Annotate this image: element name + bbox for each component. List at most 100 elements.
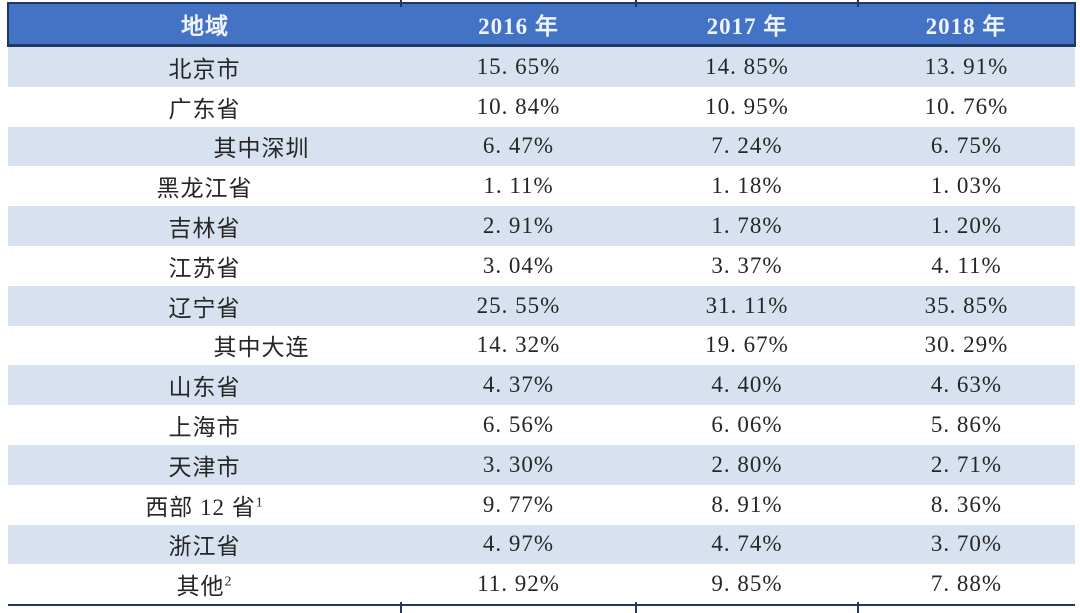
value-cell: 6. 47% xyxy=(482,133,555,159)
value-cell: 11. 92% xyxy=(401,564,636,607)
region-cell: 辽宁省 xyxy=(8,286,401,326)
value-cell: 1. 11% xyxy=(483,173,554,199)
column-header-2018: 2018 年 xyxy=(858,2,1076,47)
value-cell: 10. 76% xyxy=(924,93,1009,119)
region-cell: 黑龙江省 xyxy=(8,166,401,206)
footnote-marker: 1 xyxy=(255,495,264,510)
column-header-2016: 2016 年 xyxy=(401,2,636,47)
value-cell: 1. 03% xyxy=(930,173,1003,199)
value-cell: 10. 95% xyxy=(705,93,789,119)
table-row: 黑龙江省 1. 11% 1. 18% 1. 03% xyxy=(8,166,1075,207)
value-cell: 7. 88% xyxy=(858,564,1075,607)
region-cell: 江苏省 xyxy=(8,246,401,286)
region-cell: 吉林省 xyxy=(8,206,401,246)
value-cell: 35. 85% xyxy=(924,292,1009,318)
region-cell: 西部 12 省1 xyxy=(8,485,401,525)
value-cell: 31. 11% xyxy=(705,292,789,318)
value-cell: 9. 77% xyxy=(482,491,555,517)
value-cell: 4. 37% xyxy=(482,372,555,398)
value-cell: 3. 70% xyxy=(930,531,1003,557)
value-cell: 8. 91% xyxy=(711,491,783,517)
value-cell: 13. 91% xyxy=(924,53,1009,79)
value-cell: 3. 30% xyxy=(482,451,555,477)
region-label: 辽宁省 xyxy=(168,295,241,321)
table-row: 其中深圳 6. 47% 7. 24% 6. 75% xyxy=(8,126,1075,167)
region-label: 江苏省 xyxy=(168,255,241,281)
value-cell: 25. 55% xyxy=(476,292,561,318)
table-row: 其他2 11. 92% 9. 85% 7. 88% xyxy=(8,564,1075,607)
region-cell: 北京市 xyxy=(8,46,401,87)
region-percentage-table: 地域 2016 年 2017 年 2018 年 北京市 15. 65% 14. … xyxy=(7,0,1076,613)
value-cell: 4. 74% xyxy=(711,531,783,557)
column-header-2017: 2017 年 xyxy=(636,2,858,47)
region-cell: 浙江省 xyxy=(8,525,401,565)
gridline-tick xyxy=(635,602,637,613)
region-label: 其中大连 xyxy=(213,335,310,361)
value-cell: 4. 11% xyxy=(931,252,1002,278)
value-cell: 14. 32% xyxy=(476,332,561,358)
value-cell: 4. 40% xyxy=(711,372,783,398)
value-cell: 1. 78% xyxy=(711,213,783,239)
region-cell: 山东省 xyxy=(8,365,401,405)
region-label: 山东省 xyxy=(168,375,241,401)
region-label: 其中深圳 xyxy=(213,136,310,162)
value-cell: 2. 80% xyxy=(711,451,783,477)
table-row: 辽宁省 25. 55% 31. 11% 35. 85% xyxy=(8,285,1075,326)
value-cell: 4. 97% xyxy=(482,531,555,557)
region-cell: 上海市 xyxy=(8,405,401,445)
value-cell: 1. 18% xyxy=(711,173,783,199)
table-row: 吉林省 2. 91% 1. 78% 1. 20% xyxy=(8,206,1075,246)
region-label: 上海市 xyxy=(168,415,241,441)
table-row: 江苏省 3. 04% 3. 37% 4. 11% xyxy=(8,245,1075,286)
region-cell: 天津市 xyxy=(8,445,401,485)
gridline-tick xyxy=(857,602,859,613)
gridline-tick xyxy=(635,0,637,7)
table-row: 天津市 3. 30% 2. 80% 2. 71% xyxy=(8,444,1075,485)
footnote-marker: 2 xyxy=(224,574,233,590)
value-cell: 5. 86% xyxy=(930,412,1003,438)
region-label: 广东省 xyxy=(168,96,241,122)
region-label: 吉林省 xyxy=(168,216,241,242)
data-table: 地域 2016 年 2017 年 2018 年 北京市 15. 65% 14. … xyxy=(7,2,1076,607)
value-cell: 9. 85% xyxy=(636,564,858,607)
value-cell: 14. 85% xyxy=(705,53,789,79)
header-row: 地域 2016 年 2017 年 2018 年 xyxy=(7,2,1076,47)
region-label: 北京市 xyxy=(168,56,241,82)
value-cell: 6. 06% xyxy=(711,412,783,438)
value-cell: 19. 67% xyxy=(705,332,789,358)
table-row: 其中大连 14. 32% 19. 67% 30. 29% xyxy=(8,325,1075,366)
value-cell: 6. 75% xyxy=(930,133,1003,159)
table-row: 浙江省 4. 97% 4. 74% 3. 70% xyxy=(8,524,1075,565)
region-cell-sub: 其中大连 xyxy=(8,326,401,366)
region-label: 西部 12 省 xyxy=(145,494,256,520)
region-label: 黑龙江省 xyxy=(156,176,253,202)
value-cell: 2. 71% xyxy=(930,451,1003,477)
value-cell: 7. 24% xyxy=(711,133,783,159)
table-row: 山东省 4. 37% 4. 40% 4. 63% xyxy=(8,365,1075,406)
gridline-tick xyxy=(857,0,859,7)
table-body: 北京市 15. 65% 14. 85% 13. 91% 广东省 10. 84% … xyxy=(8,45,1075,607)
value-cell: 6. 56% xyxy=(482,412,555,438)
region-cell: 其他2 xyxy=(8,564,401,607)
region-label: 其他 xyxy=(176,574,225,600)
table-header: 地域 2016 年 2017 年 2018 年 xyxy=(7,2,1076,47)
table-row: 北京市 15. 65% 14. 85% 13. 91% xyxy=(8,45,1075,87)
table-row: 西部 12 省1 9. 77% 8. 91% 8. 36% xyxy=(8,484,1075,525)
region-cell: 广东省 xyxy=(8,87,401,127)
value-cell: 8. 36% xyxy=(930,491,1003,517)
value-cell: 15. 65% xyxy=(476,53,561,79)
table-row: 上海市 6. 56% 6. 06% 5. 86% xyxy=(8,405,1075,445)
region-label: 浙江省 xyxy=(168,534,241,560)
value-cell: 4. 63% xyxy=(930,372,1003,398)
value-cell: 2. 91% xyxy=(482,213,555,239)
region-label: 天津市 xyxy=(168,454,241,480)
table-row: 广东省 10. 84% 10. 95% 10. 76% xyxy=(8,86,1075,127)
gridline-tick xyxy=(400,0,402,7)
value-cell: 3. 04% xyxy=(482,252,555,278)
value-cell: 10. 84% xyxy=(476,93,561,119)
value-cell: 30. 29% xyxy=(924,332,1009,358)
value-cell: 3. 37% xyxy=(711,252,783,278)
value-cell: 1. 20% xyxy=(930,213,1003,239)
region-cell-sub: 其中深圳 xyxy=(8,127,401,167)
gridline-tick xyxy=(400,602,402,613)
